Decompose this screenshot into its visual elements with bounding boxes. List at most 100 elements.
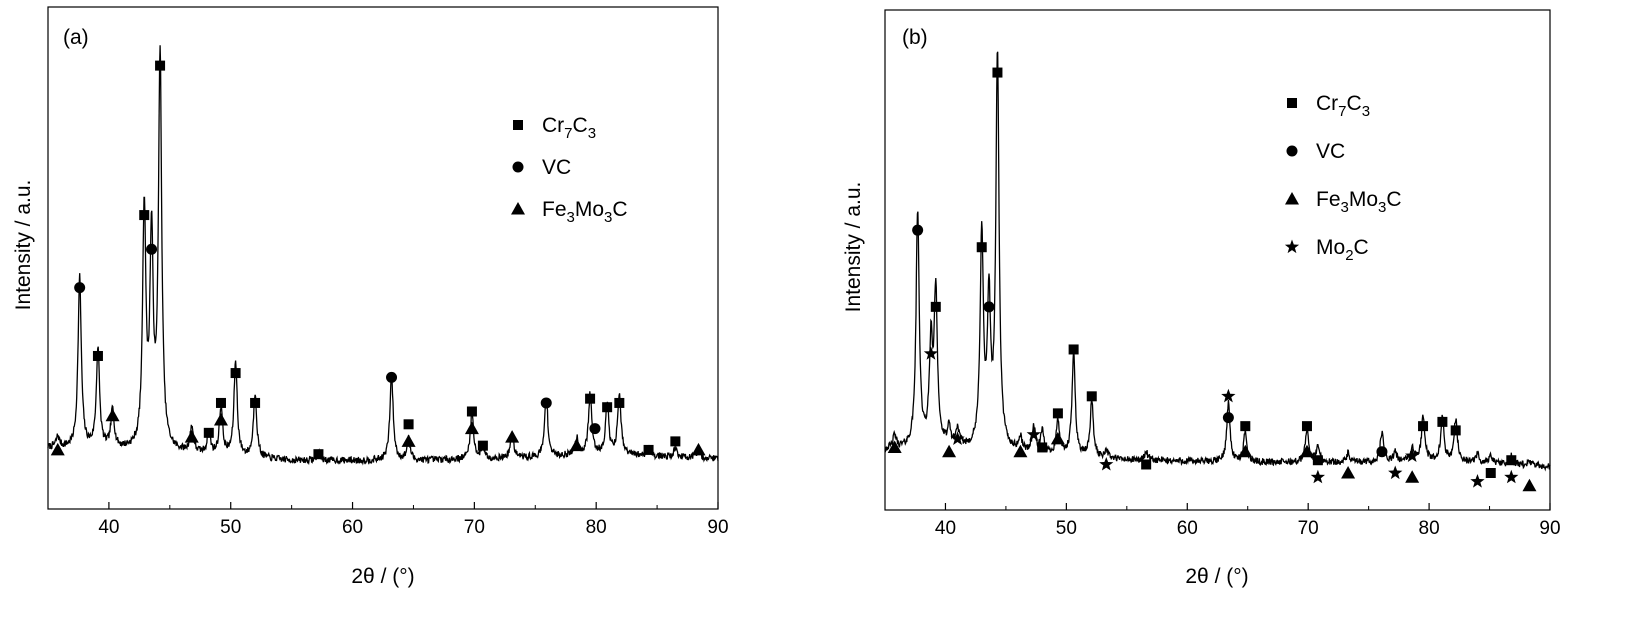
phase-marker-circle bbox=[540, 397, 552, 409]
phase-marker-star bbox=[1099, 457, 1114, 471]
phase-marker-square bbox=[1506, 455, 1517, 466]
x-tick-label: 60 bbox=[342, 517, 363, 538]
panel-label: (a) bbox=[63, 26, 89, 49]
legend-marker-square bbox=[513, 120, 523, 130]
phase-marker-star bbox=[1310, 469, 1325, 484]
y-axis-label: Intensity / a.u. bbox=[842, 182, 865, 313]
phase-marker-square bbox=[1485, 468, 1496, 478]
panel-label: (b) bbox=[902, 26, 928, 49]
phase-marker-square bbox=[585, 393, 596, 404]
phase-marker-triangle bbox=[401, 434, 416, 447]
phase-marker-square bbox=[313, 449, 324, 460]
phase-marker-square bbox=[139, 210, 150, 221]
phase-marker-square bbox=[1312, 455, 1323, 466]
phase-marker-square bbox=[466, 406, 477, 417]
phase-marker-circle bbox=[386, 371, 398, 383]
chart-panel-a: 40 50 60 70 80 90 2θ / (°) Intensity / a.u. (a) C… bbox=[12, 6, 729, 588]
legend-marker-circle bbox=[1286, 145, 1298, 157]
x-axis-label: 2θ / (°) bbox=[351, 565, 414, 588]
phase-marker-square bbox=[92, 350, 103, 361]
phase-marker-circle bbox=[146, 243, 158, 255]
phase-marker-square bbox=[1068, 344, 1079, 355]
phase-marker-square bbox=[602, 402, 613, 413]
phase-marker-square bbox=[250, 397, 261, 408]
x-tick-label: 40 bbox=[98, 517, 119, 538]
phase-marker-square bbox=[976, 242, 987, 253]
phase-marker-triangle bbox=[1405, 470, 1420, 483]
legend-label: VC bbox=[1316, 140, 1345, 163]
phase-marker-square bbox=[1086, 391, 1097, 402]
phase-marker-square bbox=[155, 60, 166, 71]
phase-marker-triangle bbox=[1238, 444, 1253, 458]
phase-marker-square bbox=[1141, 459, 1152, 470]
phase-marker-triangle bbox=[1341, 466, 1356, 479]
phase-marker-star bbox=[950, 431, 965, 445]
phase-marker-triangle bbox=[1522, 478, 1537, 492]
phase-marker-triangle bbox=[213, 413, 228, 426]
legend-label: VC bbox=[542, 156, 571, 179]
x-tick-label: 70 bbox=[1298, 518, 1319, 539]
legend-label: Fe3Mo3C bbox=[542, 198, 628, 226]
x-tick-label: 80 bbox=[586, 517, 607, 538]
phase-marker-square bbox=[230, 368, 241, 379]
phase-marker-square bbox=[1037, 442, 1048, 453]
phase-marker-circle bbox=[983, 301, 995, 313]
x-tick-label: 50 bbox=[220, 517, 241, 538]
phase-marker-square bbox=[1052, 408, 1063, 419]
x-axis-label: 2θ / (°) bbox=[1185, 565, 1248, 588]
phase-marker-triangle bbox=[184, 430, 199, 443]
phase-marker-triangle bbox=[105, 408, 120, 422]
phase-marker-square bbox=[614, 397, 625, 408]
phase-marker-circle bbox=[912, 224, 924, 236]
phase-marker-square bbox=[1437, 416, 1448, 427]
phase-marker-triangle bbox=[1299, 444, 1314, 458]
phase-marker-triangle bbox=[505, 430, 520, 443]
phase-marker-triangle bbox=[1050, 431, 1065, 445]
phase-marker-square bbox=[992, 67, 1003, 78]
phase-marker-triangle bbox=[464, 421, 479, 435]
phase-marker-star bbox=[1388, 465, 1403, 480]
xrd-pattern-line bbox=[884, 51, 1551, 472]
phase-marker-circle bbox=[1222, 412, 1234, 424]
phase-marker-circle bbox=[1376, 446, 1388, 458]
phase-marker-square bbox=[1418, 421, 1429, 432]
legend-marker-circle bbox=[512, 161, 524, 173]
phase-marker-circle bbox=[74, 282, 86, 294]
legend-label: Cr7C3 bbox=[542, 114, 596, 142]
plot-frame bbox=[884, 9, 1551, 511]
x-tick-label: 90 bbox=[1539, 518, 1560, 539]
x-tick-label: 80 bbox=[1419, 518, 1440, 539]
y-axis-label: Intensity / a.u. bbox=[12, 180, 35, 311]
legend-label: Cr7C3 bbox=[1316, 92, 1370, 120]
phase-marker-circle bbox=[589, 423, 601, 435]
phase-marker-square bbox=[1301, 421, 1312, 432]
legend-marker-star bbox=[1284, 239, 1300, 254]
x-tick-label: 70 bbox=[464, 517, 485, 538]
phase-marker-square bbox=[1450, 425, 1461, 436]
x-tick-label: 50 bbox=[1056, 518, 1077, 539]
phase-marker-square bbox=[643, 444, 654, 455]
phase-marker-square bbox=[403, 419, 414, 430]
legend-marker-triangle bbox=[1285, 192, 1299, 205]
phase-marker-triangle bbox=[1013, 444, 1028, 458]
phase-marker-square bbox=[670, 436, 681, 447]
legend-marker-square bbox=[1287, 98, 1297, 108]
plot-frame bbox=[47, 6, 719, 510]
phase-marker-triangle bbox=[887, 440, 902, 453]
phase-marker-triangle bbox=[50, 442, 65, 456]
legend-label: Mo2C bbox=[1316, 236, 1369, 264]
legend-marker-triangle bbox=[511, 202, 525, 215]
legend-label: Fe3Mo3C bbox=[1316, 188, 1402, 216]
x-tick-label: 40 bbox=[935, 518, 956, 539]
phase-marker-square bbox=[477, 440, 488, 451]
phase-marker-triangle bbox=[691, 442, 706, 456]
phase-marker-star bbox=[1405, 448, 1420, 462]
phase-marker-square bbox=[203, 427, 214, 438]
phase-marker-star bbox=[923, 346, 939, 360]
phase-marker-triangle bbox=[942, 444, 957, 458]
chart-panel-b: 40 50 60 70 80 90 2θ / (°) Intensity / a.u. (b) C… bbox=[842, 9, 1561, 588]
phase-marker-square bbox=[930, 301, 941, 312]
x-tick-label: 90 bbox=[707, 517, 728, 538]
phase-marker-star bbox=[1470, 474, 1485, 488]
